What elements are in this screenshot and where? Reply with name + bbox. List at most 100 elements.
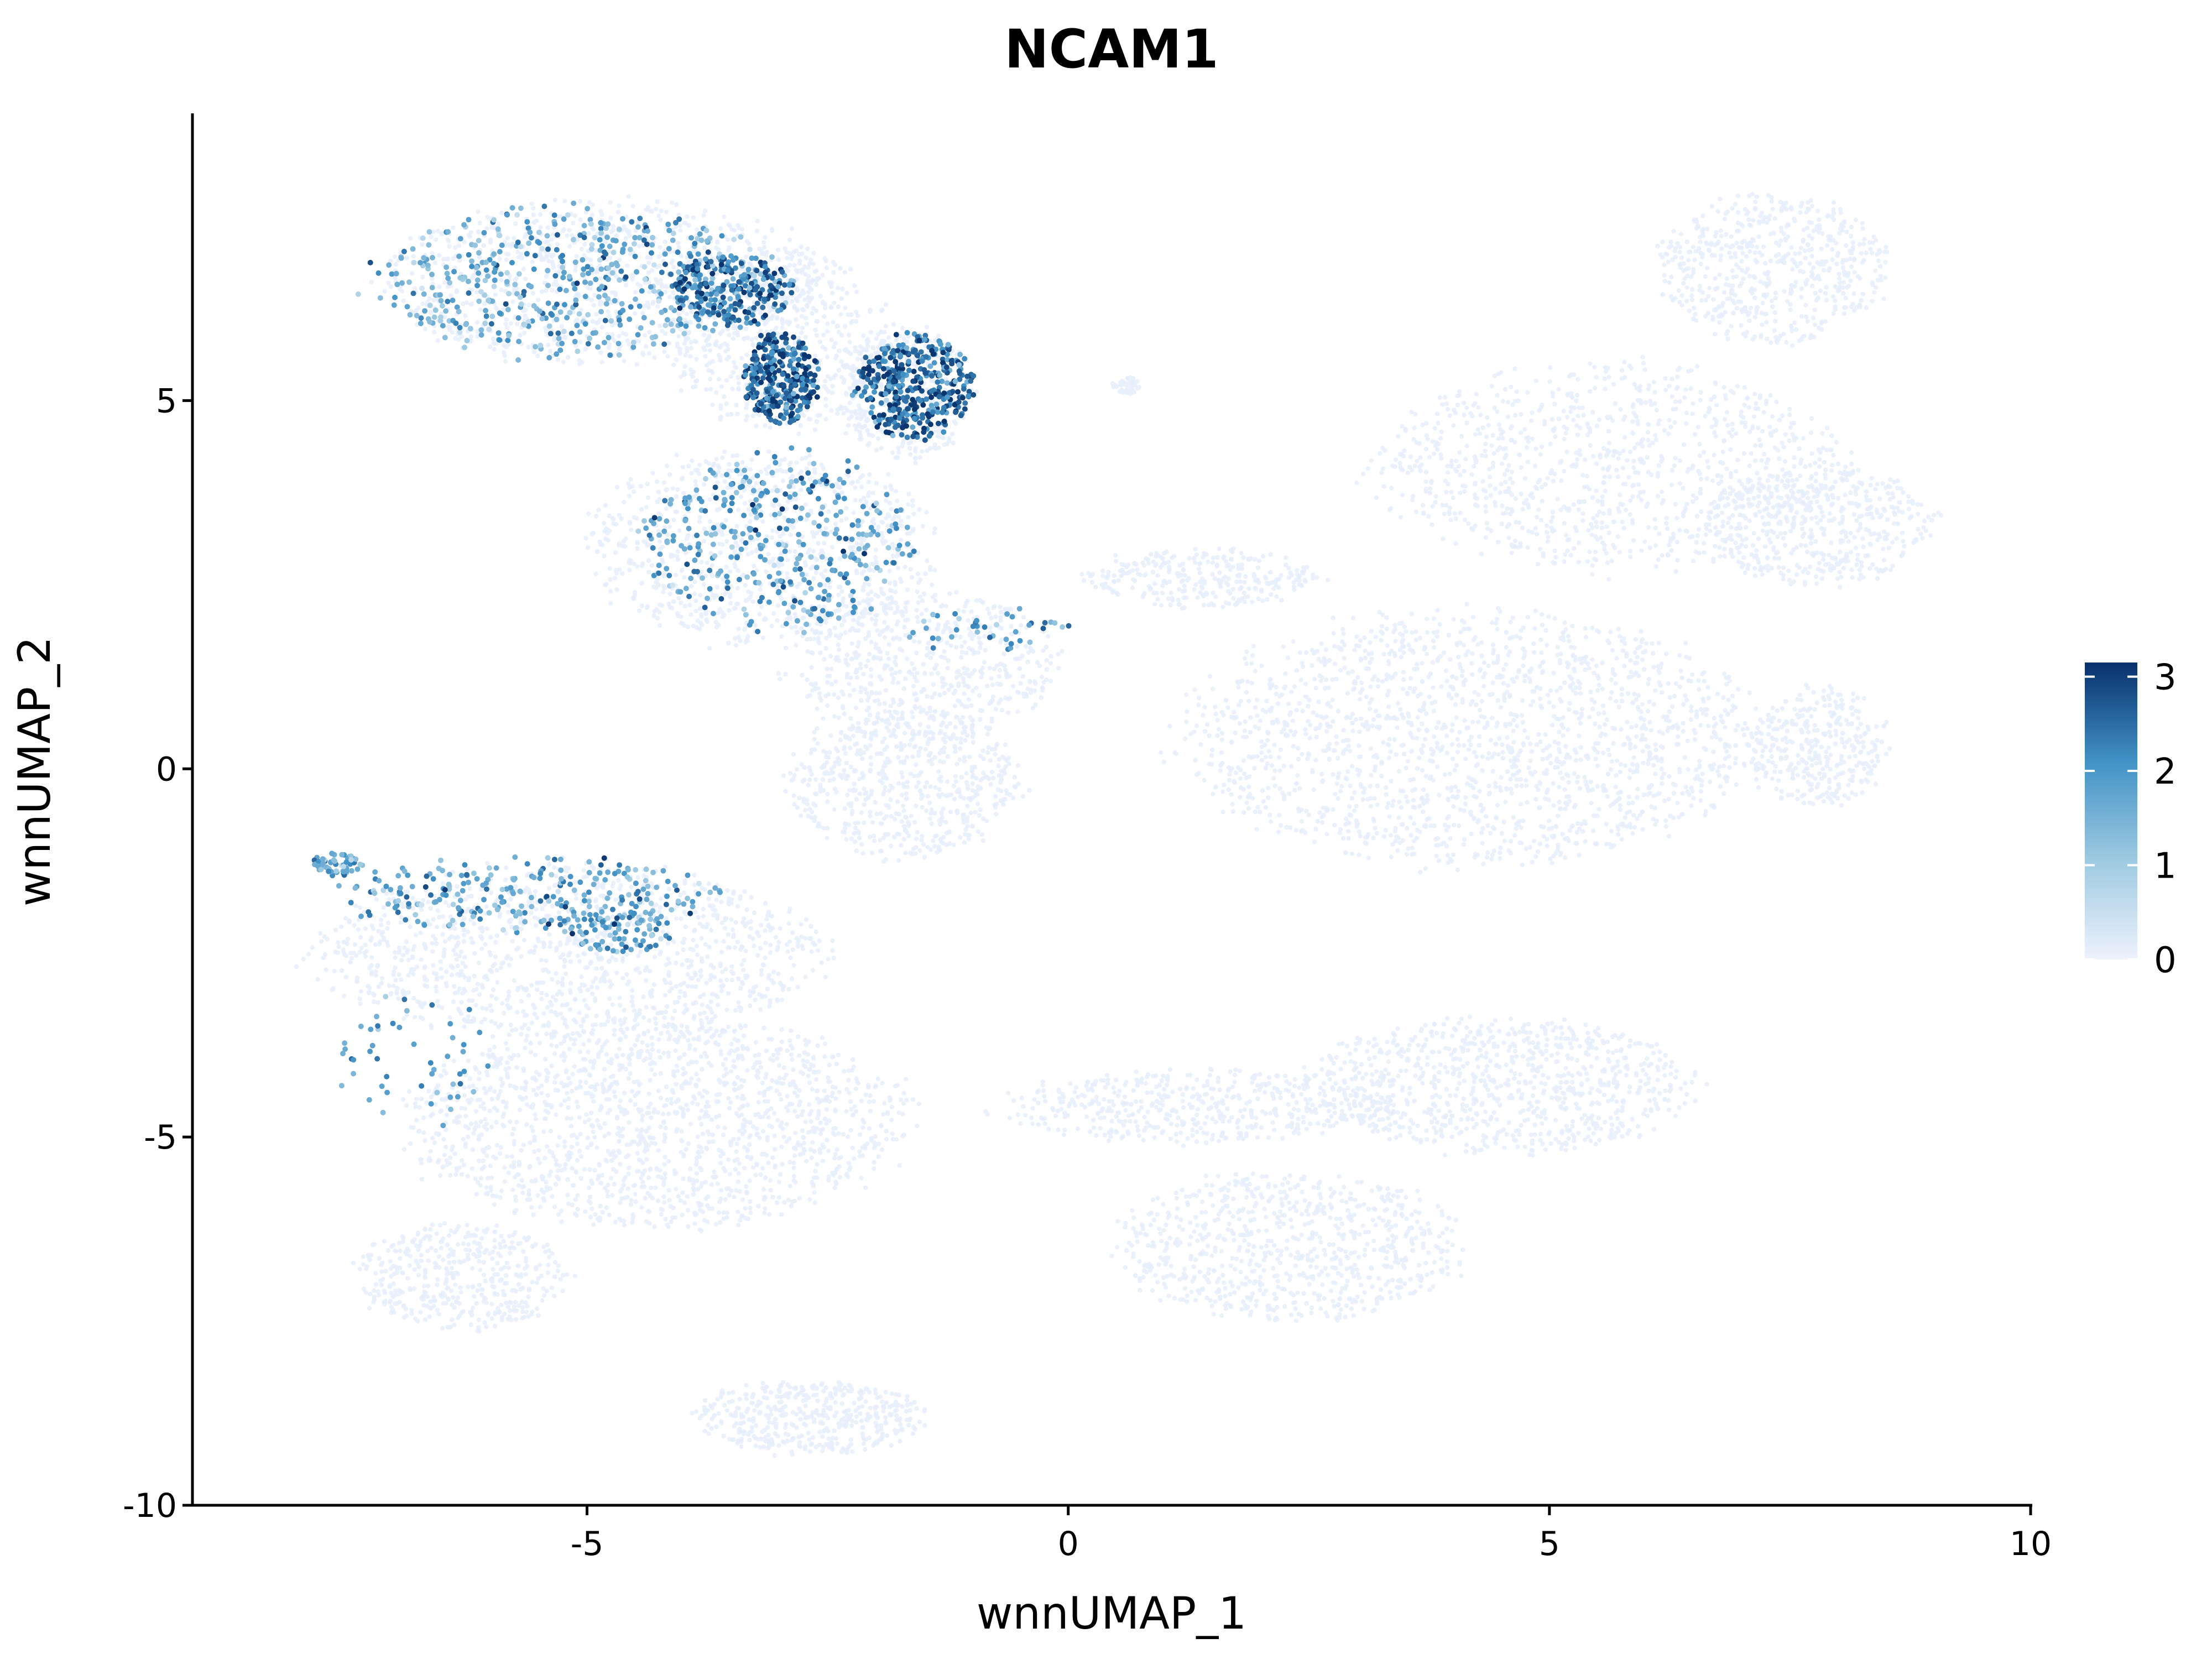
cell-point [1025, 659, 1030, 665]
cell-point [363, 926, 368, 931]
cell-point [862, 820, 867, 826]
cell-point [475, 982, 480, 987]
cell-point [574, 896, 579, 901]
cell-point [925, 742, 930, 747]
cell-point [824, 265, 830, 270]
cell-point [867, 582, 872, 587]
cell-point [855, 357, 860, 362]
cell-point [479, 946, 484, 951]
cell-point [761, 240, 766, 245]
cell-point [963, 738, 968, 743]
cell-point [816, 635, 821, 641]
cell-point [594, 966, 599, 971]
cell-point [622, 358, 627, 363]
cell-point [447, 244, 452, 249]
cell-point [734, 524, 740, 529]
cell-point [846, 312, 851, 317]
cell-point [916, 731, 922, 737]
cell-point [829, 337, 834, 342]
cell-point [699, 936, 704, 941]
cell-point [966, 796, 971, 801]
cell-point [823, 646, 828, 651]
cell-point [375, 1000, 380, 1005]
cell-point [826, 755, 831, 760]
cell-point [775, 618, 780, 623]
cell-point [901, 824, 906, 829]
cell-point [1006, 755, 1011, 761]
cell-point [466, 894, 471, 899]
cell-point [632, 593, 638, 598]
cell-point [903, 851, 908, 855]
cell-point [794, 317, 799, 322]
cell-point [411, 972, 416, 977]
cell-point [587, 200, 592, 205]
cell-point [907, 531, 912, 536]
cell-point [800, 672, 805, 678]
cell-point [786, 921, 791, 926]
cell-point [444, 984, 449, 989]
cell-point [835, 655, 840, 660]
cell-point [818, 650, 823, 655]
cell-point [883, 688, 889, 693]
cell-point [630, 1003, 635, 1009]
cell-point [411, 995, 416, 1001]
cell-point [853, 485, 858, 490]
cell-point [804, 302, 810, 307]
cell-point [315, 977, 320, 982]
cell-point [937, 818, 942, 823]
cell-point [686, 260, 691, 265]
cell-point [893, 655, 898, 660]
cell-point [676, 333, 681, 339]
cell-point [581, 868, 586, 873]
cell-point [489, 994, 494, 999]
cell-point [642, 333, 648, 338]
cell-point [467, 234, 472, 239]
cell-point [435, 925, 440, 930]
cell-point [519, 926, 524, 932]
cell-point [467, 886, 472, 891]
cell-point [713, 390, 719, 395]
cell-point [415, 999, 420, 1004]
cell-point [837, 348, 842, 353]
cell-point [823, 347, 828, 352]
cell-point [1027, 680, 1032, 685]
cell-point [959, 702, 964, 707]
cell-point [866, 695, 872, 700]
cell-point [915, 571, 921, 576]
cell-point [704, 363, 709, 368]
cell-point [728, 601, 733, 606]
cell-point [671, 265, 676, 270]
cell-point [854, 571, 859, 576]
cell-point [886, 472, 891, 477]
cell-point [789, 976, 795, 982]
cell-point [493, 940, 498, 945]
cell-point [1001, 802, 1006, 807]
cell-point [410, 896, 415, 901]
cell-point [943, 820, 948, 825]
cell-point [853, 497, 858, 503]
cell-point [373, 969, 379, 974]
cell-point [930, 736, 935, 741]
cell-point [523, 276, 528, 281]
cell-point [862, 538, 867, 542]
cell-point [688, 354, 693, 359]
cell-point [648, 255, 653, 260]
cell-point [864, 338, 869, 343]
cell-point [776, 257, 781, 262]
cell-point [914, 697, 919, 703]
cell-point [584, 256, 589, 261]
cell-point [878, 811, 883, 816]
cell-point [839, 589, 844, 594]
cell-point [573, 264, 578, 269]
cell-point [635, 966, 640, 971]
cell-point [671, 599, 676, 604]
cell-point [393, 262, 398, 267]
cell-point [571, 1018, 577, 1022]
cell-point [549, 1009, 554, 1014]
cell-point [510, 938, 515, 944]
cell-point [1041, 680, 1046, 685]
cell-point [768, 925, 773, 930]
cell-point [535, 936, 540, 941]
cell-point [514, 947, 519, 952]
cell-point [842, 806, 847, 811]
